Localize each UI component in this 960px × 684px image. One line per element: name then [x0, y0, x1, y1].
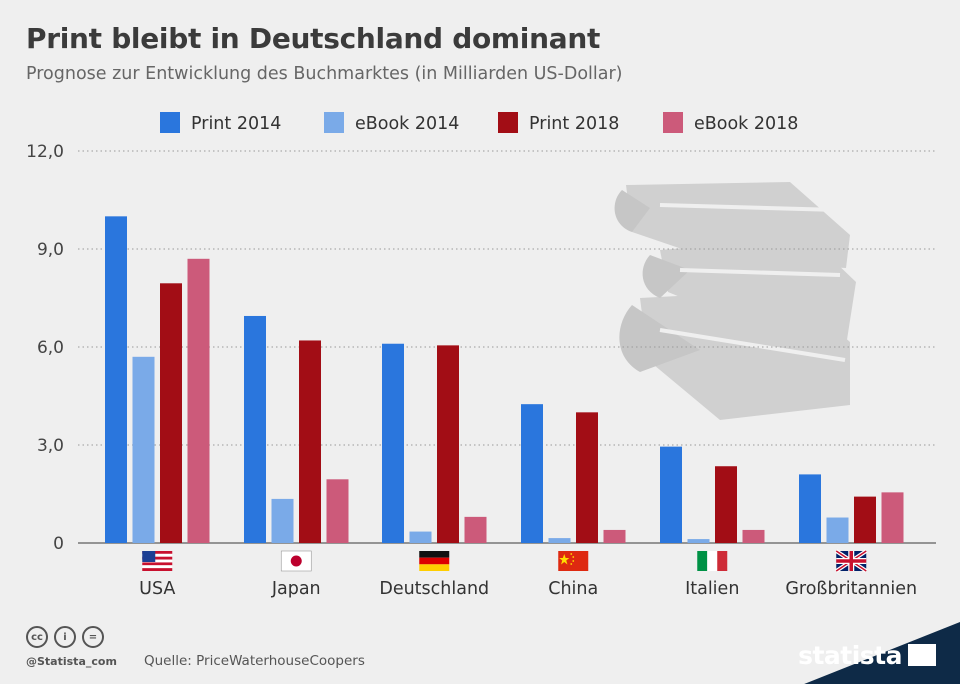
flag-sun	[290, 555, 302, 567]
y-tick-label: 3,0	[37, 436, 64, 456]
bar	[854, 496, 876, 543]
page-subtitle: Prognose zur Entwicklung des Buchmarktes…	[26, 64, 623, 84]
legend-label: eBook 2014	[355, 114, 459, 134]
flag-star	[572, 556, 575, 558]
x-tick-label: Japan	[271, 579, 321, 599]
flag-stripe	[419, 551, 450, 558]
statista-logo-icon[interactable]	[908, 644, 936, 666]
flag-star	[570, 553, 573, 555]
chart-bars	[105, 216, 904, 544]
legend-swatch	[160, 112, 180, 133]
books-illustration-icon	[614, 182, 856, 420]
bar	[548, 538, 571, 543]
flag-stripe	[142, 559, 173, 563]
social-handle: @Statista_com	[26, 655, 117, 668]
creative-commons-icon: cc	[26, 626, 48, 648]
y-tick-label: 9,0	[37, 240, 64, 260]
bar	[187, 258, 210, 543]
bar	[271, 498, 294, 543]
bar	[660, 446, 682, 543]
x-tick-label: Deutschland	[379, 579, 489, 599]
china-flag-icon	[558, 551, 589, 571]
bar	[382, 343, 404, 543]
bar	[105, 216, 127, 544]
source-note: Quelle: PriceWaterhouseCoopers	[144, 653, 365, 669]
flag-stripe	[419, 564, 450, 571]
us-flag-icon	[142, 551, 173, 571]
bar	[244, 315, 266, 543]
japan-flag-icon	[280, 550, 312, 572]
y-tick-label: 0	[53, 534, 64, 554]
flag-stripe	[707, 551, 718, 571]
license-icons: cc i =	[26, 626, 104, 648]
bar	[576, 412, 598, 543]
bar	[881, 492, 904, 543]
flag-stripe	[142, 562, 173, 566]
flag-star	[570, 563, 573, 565]
bar	[521, 404, 543, 543]
flag-stripe	[142, 565, 173, 569]
flag-stripe	[697, 551, 708, 571]
bar	[742, 529, 765, 543]
legend-swatch	[663, 112, 683, 133]
chart-legend: Print 2014 eBook 2014 Print 2018 eBook 2018	[160, 112, 798, 134]
flag-canton	[142, 551, 156, 562]
x-tick-label: Großbritannien	[785, 579, 917, 599]
bar	[687, 539, 710, 543]
bar	[464, 516, 487, 543]
bar	[799, 474, 821, 543]
legend-swatch	[498, 112, 518, 133]
flag-cross	[836, 551, 867, 571]
x-tick-label: China	[548, 579, 598, 599]
flag-stripe	[142, 553, 173, 557]
flag-stripe	[419, 557, 450, 565]
flag-stripe	[142, 568, 173, 571]
legend-swatch	[324, 112, 344, 133]
bar	[437, 345, 459, 543]
flag-star	[572, 560, 575, 562]
flag-star	[559, 554, 570, 565]
uk-flag-icon	[835, 549, 868, 573]
germany-flag-icon	[419, 551, 450, 571]
x-tick-label: Italien	[685, 579, 739, 599]
chart-x-labels: USA Japan Deutschland China Italien Großbrita…	[139, 549, 917, 599]
bar	[326, 479, 349, 543]
bar	[603, 529, 626, 543]
legend-label: Print 2018	[529, 114, 619, 134]
y-tick-label: 12,0	[26, 142, 64, 162]
italy-flag-icon	[697, 551, 728, 571]
legend-label: Print 2014	[191, 114, 281, 134]
legend-label: eBook 2018	[694, 114, 798, 134]
bar	[715, 466, 737, 543]
bar	[409, 531, 432, 543]
bar	[160, 283, 182, 543]
bar	[299, 340, 321, 543]
chart-gridlines: 0 3,0 6,0 9,0 12,0	[26, 142, 936, 554]
x-tick-label: USA	[139, 579, 175, 599]
flag-stripe	[142, 551, 173, 554]
bar-chart: 03,06,09,012,0 Print 2014 eBook 2014 Print…	[26, 112, 936, 599]
page-title: Print bleibt in Deutschland dominant	[26, 22, 601, 55]
no-derivatives-icon: =	[82, 626, 104, 648]
y-tick-label: 6,0	[37, 338, 64, 358]
bar	[826, 517, 849, 543]
flag-stripe	[142, 556, 173, 560]
brand-logo-text[interactable]: statista	[798, 641, 902, 670]
flag-stripe	[717, 551, 728, 571]
attribution-icon: i	[54, 626, 76, 648]
bar	[132, 356, 155, 543]
